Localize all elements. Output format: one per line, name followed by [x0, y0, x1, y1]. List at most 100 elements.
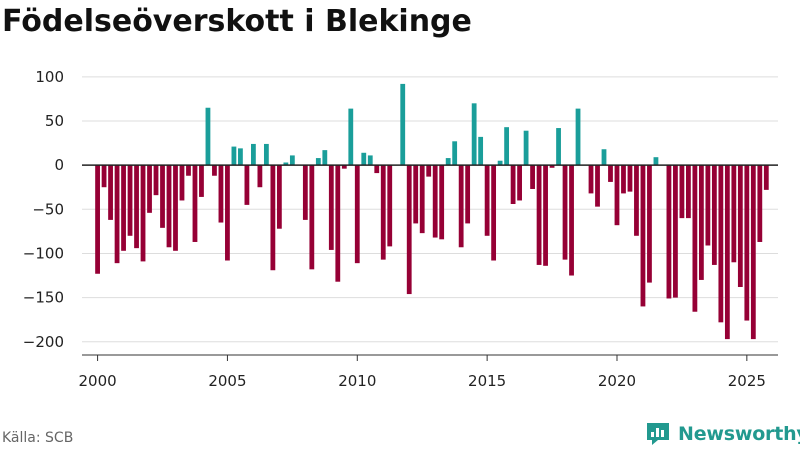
bar	[374, 165, 380, 174]
bar	[140, 165, 146, 262]
bar	[737, 165, 743, 287]
bar	[757, 165, 763, 242]
chart-title: Födelseöverskott i Blekinge	[2, 4, 472, 39]
bar	[147, 165, 152, 213]
grid-lines	[82, 76, 778, 343]
bar	[166, 165, 172, 248]
x-tick-label: 2025	[728, 372, 766, 390]
bar	[413, 165, 419, 224]
bar	[517, 165, 522, 201]
bar	[744, 165, 750, 321]
bar	[108, 165, 113, 220]
bar	[471, 103, 477, 166]
bar	[556, 128, 561, 166]
y-tick-label: −100	[23, 244, 64, 262]
bar	[348, 108, 354, 166]
bar	[335, 165, 341, 282]
axes: 100 50 0 −50 −100 −150 −200 2000 2005 2010 2015 202…	[23, 68, 778, 390]
x-tick-label: 2010	[338, 372, 376, 390]
bar	[121, 165, 126, 251]
brand-name: Newsworthy	[678, 423, 800, 445]
bar	[705, 165, 711, 246]
bar	[445, 158, 451, 166]
bar	[263, 143, 269, 166]
bar	[114, 165, 120, 264]
bar	[160, 165, 165, 228]
bar	[225, 165, 230, 261]
bar	[686, 165, 691, 219]
bar	[588, 165, 594, 194]
bar	[432, 165, 438, 238]
bar	[569, 165, 574, 276]
bar	[341, 165, 347, 169]
bar	[750, 165, 756, 340]
y-tick-label: 0	[54, 156, 64, 174]
x-tick-label: 2000	[78, 372, 116, 390]
bar	[647, 165, 652, 283]
bar	[127, 165, 133, 236]
bar	[711, 165, 717, 265]
bar	[763, 165, 769, 190]
bar	[679, 165, 685, 219]
bar	[276, 165, 282, 229]
bar	[497, 160, 503, 166]
bar	[257, 165, 263, 188]
bar	[601, 149, 607, 166]
bar	[640, 165, 646, 307]
bar	[491, 165, 497, 261]
bar	[458, 165, 464, 248]
bars	[95, 83, 769, 340]
bar	[231, 146, 237, 166]
bar	[731, 165, 737, 263]
bar	[361, 152, 367, 166]
y-tick-label: 100	[35, 68, 64, 86]
bar	[283, 162, 289, 166]
bar	[387, 165, 393, 247]
bar	[653, 157, 659, 166]
bar	[510, 165, 516, 204]
bar	[179, 165, 185, 201]
y-tick-label: −150	[23, 289, 64, 307]
newsworthy-logo[interactable]: Newsworthy	[644, 420, 800, 448]
bar	[478, 136, 484, 166]
newsworthy-logo-icon	[647, 423, 669, 445]
bar	[724, 165, 730, 340]
y-tick-label: −200	[23, 333, 64, 351]
y-tick-label: −50	[32, 200, 64, 218]
x-tick-label: 2020	[598, 372, 636, 390]
bar	[251, 143, 256, 166]
bar	[426, 165, 432, 177]
bar	[238, 148, 243, 166]
x-tick-label: 2015	[468, 372, 506, 390]
bar	[406, 165, 412, 295]
bar	[328, 165, 334, 250]
bar	[322, 150, 328, 166]
bar	[575, 108, 581, 166]
bar	[244, 165, 250, 205]
bar	[673, 165, 678, 298]
bar	[452, 141, 458, 166]
bar	[666, 165, 672, 299]
bar	[543, 165, 548, 266]
y-tick-label: 50	[45, 112, 64, 130]
x-tick-label: 2005	[208, 372, 246, 390]
source-note: Källa: SCB	[2, 430, 74, 446]
bar	[634, 165, 639, 236]
bar	[367, 155, 373, 166]
bar	[101, 165, 107, 188]
bar	[549, 165, 555, 168]
bar	[400, 83, 406, 166]
bar	[309, 165, 315, 270]
bar	[218, 165, 224, 223]
bar	[380, 165, 386, 260]
bar	[302, 165, 308, 220]
bar	[536, 165, 542, 265]
bar	[621, 165, 626, 194]
bar	[212, 165, 217, 176]
bar	[627, 165, 633, 192]
bar	[614, 165, 620, 226]
bar	[523, 130, 529, 166]
bar	[192, 165, 198, 242]
bar	[504, 127, 510, 166]
